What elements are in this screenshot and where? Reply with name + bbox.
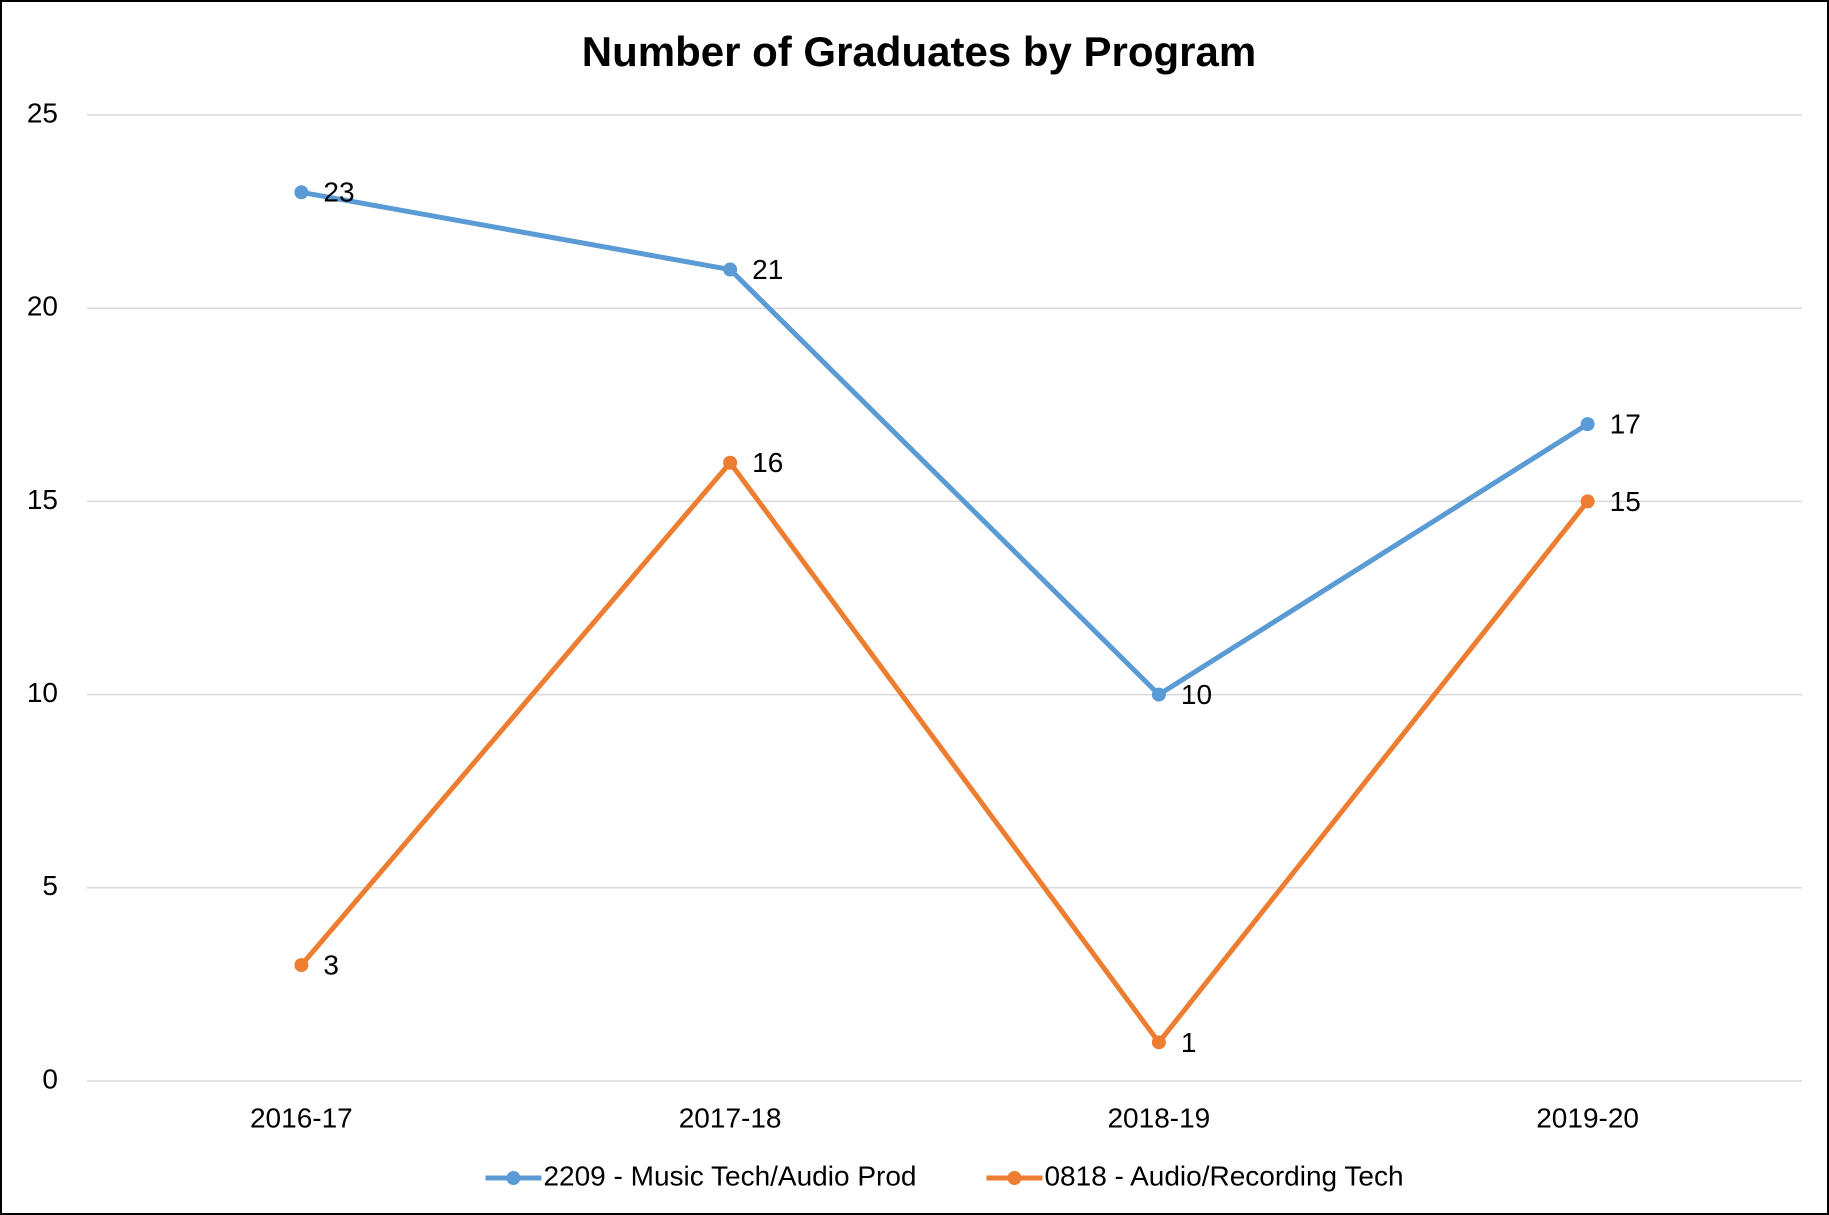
data-label: 15: [1610, 486, 1641, 517]
point: [1151, 1035, 1166, 1050]
data-label: 17: [1610, 409, 1641, 440]
y-tick-label: 10: [27, 677, 58, 708]
data-label: 23: [323, 177, 354, 208]
point: [294, 185, 309, 200]
data-label: 16: [752, 447, 783, 478]
point: [1580, 417, 1595, 432]
point: [723, 455, 738, 470]
point: [1580, 494, 1595, 509]
legend-label: 2209 - Music Tech/Audio Prod: [543, 1160, 916, 1191]
x-tick-label: 2017-18: [679, 1102, 782, 1133]
point: [1151, 687, 1166, 702]
legend: 2209 - Music Tech/Audio Prod 0818 - Audio…: [485, 1160, 1404, 1191]
legend-marker: [506, 1171, 521, 1185]
series-line: [300, 189, 1589, 698]
series-line: [299, 460, 1590, 1045]
chart-title: Number of Graduates by Program: [582, 28, 1256, 75]
x-tick-label: 2018-19: [1107, 1102, 1210, 1133]
y-tick-label: 20: [27, 291, 58, 322]
point: [294, 958, 309, 973]
legend-label: 0818 - Audio/Recording Tech: [1044, 1160, 1403, 1191]
data-label: 3: [323, 949, 339, 980]
data-label: 10: [1181, 679, 1212, 710]
legend-marker: [1007, 1171, 1022, 1185]
x-tick-label: 2016-17: [250, 1102, 353, 1133]
y-tick-label: 25: [27, 97, 58, 128]
data-label: 21: [752, 254, 783, 285]
y-tick-label: 15: [27, 484, 58, 515]
x-tick-label: 2019-20: [1536, 1102, 1639, 1133]
point: [723, 262, 738, 277]
data-label: 1: [1181, 1027, 1197, 1058]
y-tick-label: 0: [42, 1063, 58, 1094]
y-tick-label: 5: [42, 870, 58, 901]
